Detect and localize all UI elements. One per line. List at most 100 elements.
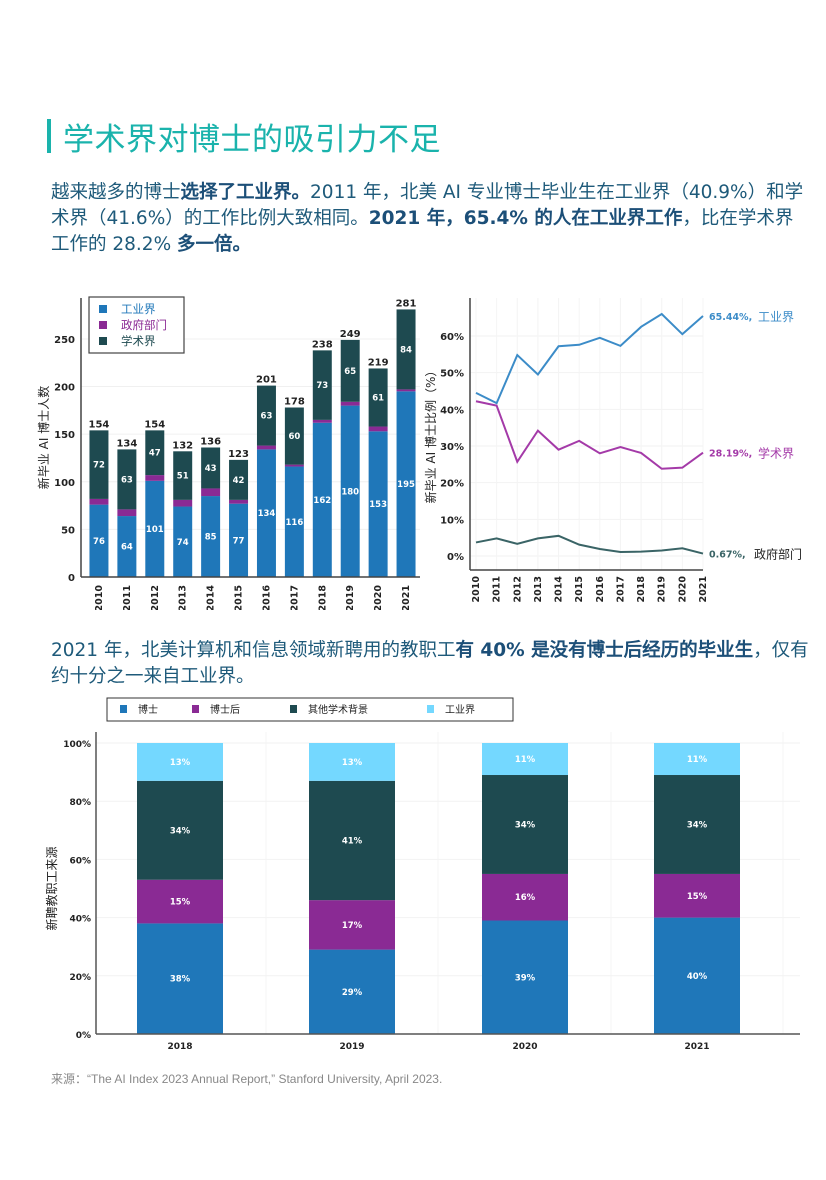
x-tick-label: 2017 xyxy=(615,576,626,602)
bar-value-label: 116 xyxy=(286,518,304,528)
body-text: 越来越多的博士 xyxy=(51,182,181,203)
bar-segment xyxy=(284,466,304,577)
legend-label: 博士后 xyxy=(210,703,240,716)
x-tick-label: 2019 xyxy=(657,576,668,602)
bar-total-label: 154 xyxy=(144,419,165,430)
bar-total-label: 281 xyxy=(396,298,417,309)
bar-value-label: 15% xyxy=(687,892,708,902)
bar-segment xyxy=(312,422,332,577)
bar-segment xyxy=(368,431,388,577)
bar-segment xyxy=(309,949,395,1034)
x-tick-label: 2020 xyxy=(373,585,384,610)
bar-segment xyxy=(654,743,740,776)
bar-segment xyxy=(309,743,395,781)
series-end-value: 0.67%, xyxy=(709,550,746,561)
y-tick-label: 60% xyxy=(69,856,91,866)
bar-segment xyxy=(654,775,740,874)
bar-value-label: 41% xyxy=(342,836,363,846)
bar-value-label: 74 xyxy=(177,538,189,548)
bar-segment xyxy=(482,920,568,1034)
bar-segment xyxy=(312,350,332,420)
y-tick-label: 20% xyxy=(69,973,91,983)
legend-swatch xyxy=(290,705,297,713)
bar-total-label: 249 xyxy=(340,329,361,340)
bar-value-label: 51 xyxy=(177,472,189,482)
x-tick-label: 2013 xyxy=(178,585,189,610)
bar-value-label: 63 xyxy=(121,475,133,485)
y-tick-label: 40% xyxy=(69,915,91,925)
legend-swatch xyxy=(427,705,434,713)
y-tick-label: 40% xyxy=(440,405,464,416)
bar-segment xyxy=(229,499,249,504)
bar-segment xyxy=(89,498,109,505)
x-tick-label: 2010 xyxy=(471,576,482,603)
bar-segment xyxy=(89,504,109,577)
bar-value-label: 43 xyxy=(205,464,217,474)
x-tick-label: 2020 xyxy=(512,1042,537,1052)
y-tick-label: 60% xyxy=(440,332,464,343)
series-name-label: 工业界 xyxy=(758,310,794,324)
x-tick-label: 2012 xyxy=(150,585,161,610)
bar-value-label: 13% xyxy=(170,758,191,768)
bar-segment xyxy=(201,496,221,577)
y-tick-label: 250 xyxy=(54,335,75,346)
y-tick-label: 20% xyxy=(440,479,464,490)
bar-total-label: 134 xyxy=(116,438,137,449)
series-name-label: 政府部门 xyxy=(754,547,802,562)
x-tick-label: 2021 xyxy=(401,585,412,610)
bar-value-label: 162 xyxy=(313,496,331,506)
bar-value-label: 195 xyxy=(397,480,415,490)
faculty-source-bar-chart: 博士 博士后 其他学术背景 工业界 0% 20% 40% 60% 80% 100% 38% 15% 34… xyxy=(44,697,800,1052)
bar-total-label: 201 xyxy=(256,375,277,386)
legend-label: 政府部门 xyxy=(121,318,167,332)
x-tick-label: 2018 xyxy=(317,585,328,610)
legend-swatch xyxy=(99,305,107,313)
bar-total-label: 154 xyxy=(89,419,110,430)
bar-segment xyxy=(137,879,223,924)
bar-segment xyxy=(117,516,137,577)
y-tick-label: 80% xyxy=(69,798,91,808)
bar-segment xyxy=(201,488,221,497)
bar-value-label: 180 xyxy=(341,487,359,497)
bar-value-label: 84 xyxy=(400,345,412,355)
bar-segment xyxy=(117,449,137,510)
y-axis-title: 新聘教职工来源 xyxy=(44,846,59,930)
bar-value-label: 76 xyxy=(93,537,105,547)
x-tick-label: 2020 xyxy=(677,576,688,603)
bar-segment xyxy=(482,743,568,776)
bar-segment xyxy=(145,475,165,481)
x-tick-label: 2021 xyxy=(684,1042,709,1052)
x-tick-label: 2017 xyxy=(289,585,300,610)
y-tick-label: 0% xyxy=(76,1031,91,1041)
bar-value-label: 39% xyxy=(515,973,536,983)
bar-segment xyxy=(137,923,223,1034)
bar-value-label: 77 xyxy=(233,536,245,546)
bar-segment xyxy=(312,419,332,423)
bar-segment xyxy=(396,389,416,392)
legend-swatch xyxy=(192,705,199,713)
x-tick-label: 2011 xyxy=(122,585,133,610)
bar-value-label: 72 xyxy=(93,461,105,471)
bar-total-label: 238 xyxy=(312,339,333,350)
bar-value-label: 38% xyxy=(170,975,191,985)
legend-swatch xyxy=(120,705,127,713)
body-text: 2021 年，北美计算机和信息领域新聘用的教职工 xyxy=(51,640,456,661)
bar-value-label: 34% xyxy=(170,826,191,836)
x-tick-label: 2015 xyxy=(234,585,245,610)
bar-value-label: 60 xyxy=(288,432,300,442)
legend-label: 学术界 xyxy=(121,334,156,348)
bar-value-label: 34% xyxy=(515,820,536,830)
bar-value-label: 134 xyxy=(258,509,276,519)
bar-value-label: 11% xyxy=(687,755,708,765)
y-tick-label: 200 xyxy=(54,383,75,394)
bar-total-label: 132 xyxy=(172,440,193,451)
bar-segment xyxy=(368,426,388,432)
y-tick-label: 150 xyxy=(54,430,75,441)
bar-segment xyxy=(89,430,109,499)
phd-share-line-chart: 0% 10% 20% 30% 40% 50% 60% 2010 2011 2012 2013 2014… xyxy=(423,298,802,603)
bar-segment xyxy=(145,480,165,577)
legend-label: 工业界 xyxy=(121,302,156,316)
y-tick-label: 100 xyxy=(54,478,75,489)
bar-segment xyxy=(340,401,360,406)
bar-segment xyxy=(229,459,249,500)
